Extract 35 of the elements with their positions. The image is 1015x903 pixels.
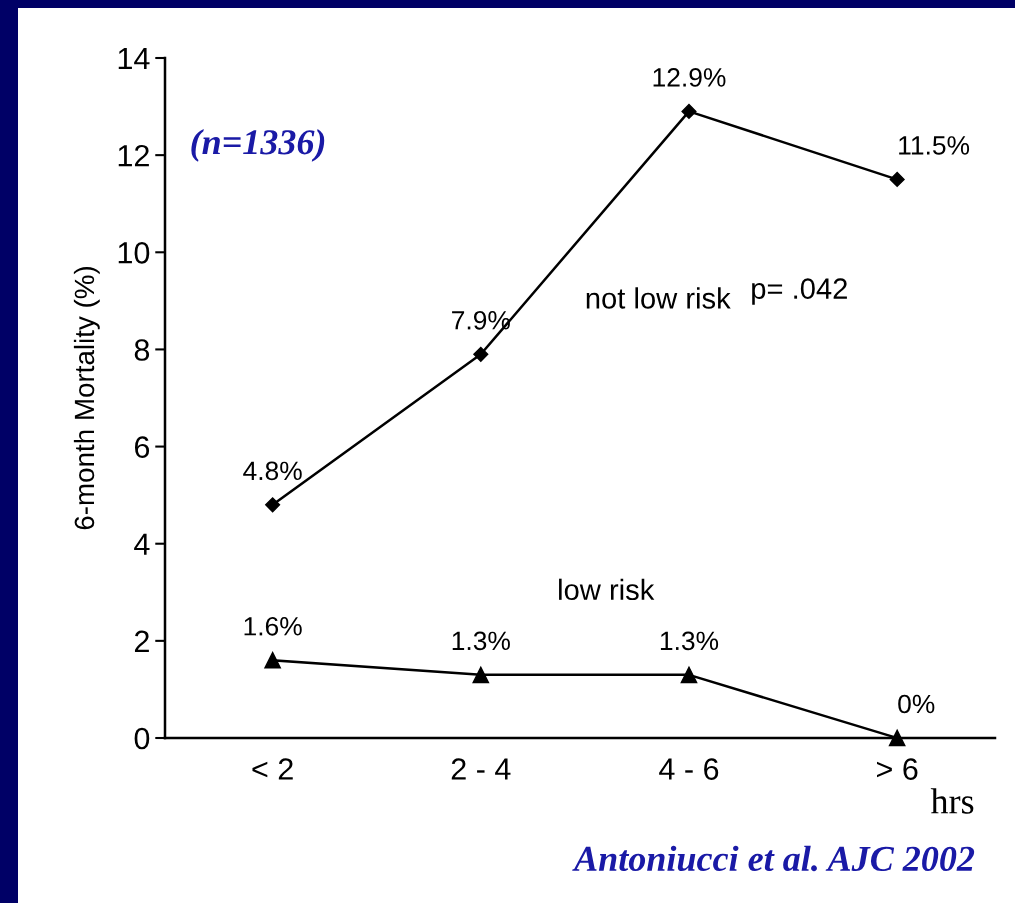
annotation: (n=1336) <box>191 129 325 162</box>
x-tick-label: < 2 <box>252 758 293 780</box>
y-axis-title: 6-month Mortality (%) <box>73 266 100 530</box>
y-tick-label: 0 <box>134 727 150 750</box>
y-tick-label: 6 <box>134 436 150 458</box>
point <box>680 666 698 684</box>
y-tick-label: 14 <box>118 48 150 70</box>
data-label: 4.8% <box>243 461 302 481</box>
data-label: 1.3% <box>660 631 719 651</box>
y-tick-label: 10 <box>118 242 150 264</box>
y-tick-label: 4 <box>134 533 150 555</box>
series-label: not low risk <box>586 287 731 309</box>
data-label: 0% <box>898 694 935 714</box>
data-label: 11.5% <box>899 136 970 155</box>
data-label: 1.6% <box>244 616 302 636</box>
x-axis-title: hrs <box>930 788 974 814</box>
point <box>472 666 490 684</box>
x-tick-label: 4 - 6 <box>659 758 719 780</box>
point <box>888 729 906 747</box>
point <box>473 346 489 362</box>
data-label: 12.9% <box>653 68 726 87</box>
annotation: p= .042 <box>752 278 847 305</box>
point <box>264 651 281 669</box>
text: Antoniucci et al. AJC 2002 <box>572 845 975 872</box>
point <box>889 171 905 187</box>
x-tick-label: 2 - 4 <box>451 758 511 780</box>
y-tick-label: 8 <box>134 339 150 361</box>
data-label: 1.3% <box>452 631 510 651</box>
data-label: 7.9% <box>452 310 510 330</box>
text: low risk <box>559 578 655 601</box>
x-tick-label: > 6 <box>877 758 918 780</box>
y-tick-label: 2 <box>134 630 149 652</box>
point <box>681 103 697 119</box>
point <box>265 497 281 513</box>
y-tick-label: 12 <box>118 144 149 167</box>
